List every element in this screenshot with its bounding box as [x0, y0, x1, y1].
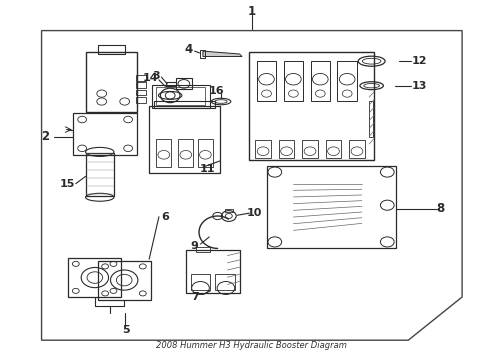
Bar — [249, 52, 373, 160]
Bar — [302, 140, 317, 158]
Bar — [215, 274, 234, 290]
Text: 8: 8 — [435, 202, 443, 215]
Bar — [224, 209, 232, 212]
Bar — [255, 140, 270, 158]
Text: 2: 2 — [41, 130, 49, 143]
Bar — [85, 52, 137, 112]
Bar — [348, 140, 364, 158]
Bar — [185, 250, 239, 293]
Text: 3: 3 — [152, 71, 160, 81]
Bar — [136, 82, 145, 88]
Bar — [98, 45, 124, 54]
Bar — [136, 75, 145, 81]
Bar — [198, 139, 212, 167]
Text: 6: 6 — [161, 212, 169, 222]
Bar — [73, 113, 137, 155]
Text: 9: 9 — [190, 240, 198, 251]
Bar — [195, 247, 210, 252]
Bar — [199, 50, 205, 58]
Text: 1: 1 — [247, 5, 255, 18]
Bar — [136, 90, 145, 95]
Bar — [156, 139, 171, 167]
Text: 13: 13 — [411, 81, 426, 91]
Text: 7: 7 — [191, 292, 199, 302]
Bar — [190, 274, 210, 290]
Text: 4: 4 — [184, 43, 192, 56]
Bar — [337, 61, 356, 101]
Text: 5: 5 — [122, 325, 130, 336]
Bar — [283, 61, 303, 101]
Text: 11: 11 — [200, 164, 215, 174]
Bar — [154, 101, 215, 108]
Bar — [149, 106, 220, 173]
Bar — [310, 61, 329, 101]
Bar — [325, 140, 341, 158]
Bar — [178, 139, 193, 167]
Text: 15: 15 — [60, 179, 75, 189]
Bar — [156, 87, 205, 105]
Bar — [85, 153, 114, 196]
Bar — [256, 61, 276, 101]
Bar — [136, 97, 145, 103]
Bar — [368, 101, 372, 137]
Text: 12: 12 — [411, 56, 427, 66]
Text: 16: 16 — [208, 86, 224, 96]
Text: 2008 Hummer H3 Hydraulic Booster Diagram: 2008 Hummer H3 Hydraulic Booster Diagram — [156, 341, 346, 350]
Text: 10: 10 — [246, 208, 262, 218]
Bar — [98, 261, 150, 300]
Bar — [68, 258, 121, 297]
Polygon shape — [203, 51, 242, 57]
Bar — [176, 78, 191, 89]
Bar — [151, 85, 210, 108]
Bar — [278, 140, 294, 158]
Text: 14: 14 — [142, 73, 158, 84]
Bar — [266, 166, 395, 248]
